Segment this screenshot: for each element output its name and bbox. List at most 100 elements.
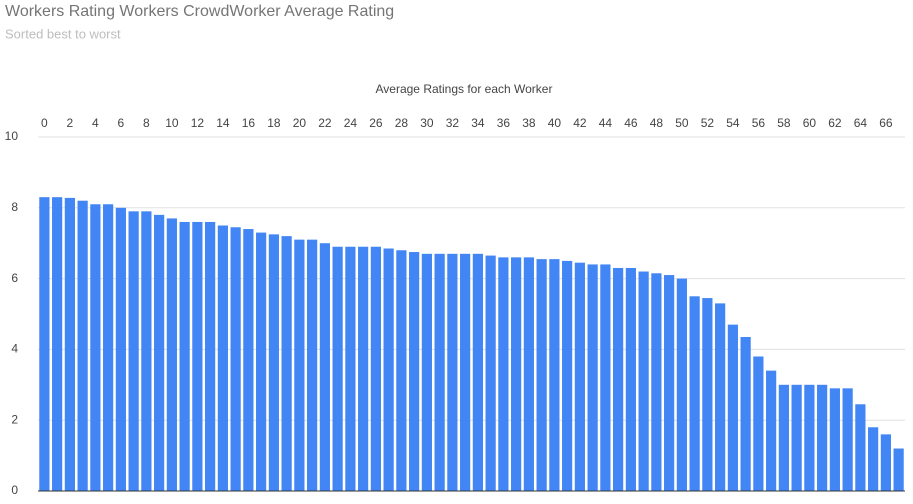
bar	[523, 257, 534, 491]
x-tick-label: 52	[701, 116, 715, 130]
bar	[791, 384, 802, 491]
x-tick-label: 40	[548, 116, 562, 130]
bar	[332, 246, 343, 491]
bar	[319, 243, 330, 491]
bar	[625, 267, 636, 491]
x-tick-label: 38	[522, 116, 536, 130]
x-tick-label: 30	[420, 116, 434, 130]
bar	[179, 221, 190, 491]
bar	[893, 448, 904, 491]
bar	[447, 253, 458, 491]
bar	[727, 324, 738, 491]
x-tick-label: 54	[726, 116, 740, 130]
x-tick-label: 60	[803, 116, 817, 130]
x-tick-label: 16	[242, 116, 256, 130]
chart-title: Workers Rating Workers CrowdWorker Avera…	[5, 3, 394, 20]
bar	[574, 262, 585, 491]
bar	[154, 214, 165, 491]
bar	[676, 278, 687, 491]
bar	[689, 296, 700, 491]
bar	[829, 388, 840, 491]
bar	[715, 303, 726, 491]
x-tick-label: 44	[599, 116, 613, 130]
bar	[115, 207, 126, 492]
bar	[498, 257, 509, 491]
bar	[256, 232, 267, 491]
bar	[345, 246, 356, 491]
x-tick-label: 42	[573, 116, 587, 130]
bar	[383, 248, 394, 491]
bar	[600, 264, 611, 491]
x-tick-label: 4	[92, 116, 99, 130]
x-tick-label: 18	[267, 116, 281, 130]
bar	[128, 211, 139, 491]
bar	[192, 221, 203, 491]
x-tick-label: 48	[650, 116, 664, 130]
bar	[217, 225, 228, 491]
y-tick-label: 2	[11, 412, 18, 426]
bar	[842, 388, 853, 491]
x-tick-label: 26	[369, 116, 383, 130]
bar	[740, 337, 751, 491]
x-tick-label: 12	[191, 116, 205, 130]
x-tick-label: 8	[143, 116, 150, 130]
x-tick-label: 14	[216, 116, 230, 130]
bar	[141, 211, 152, 491]
bar	[651, 273, 662, 491]
bar	[39, 197, 50, 491]
bar	[64, 197, 75, 491]
bar	[753, 356, 764, 491]
bar	[307, 239, 318, 491]
bar	[587, 264, 598, 491]
bar	[778, 384, 789, 491]
bar	[166, 218, 177, 492]
x-tick-label: 34	[471, 116, 485, 130]
bar	[664, 275, 675, 491]
bar	[536, 259, 547, 491]
x-tick-label: 20	[293, 116, 307, 130]
bar	[409, 252, 420, 491]
bar	[880, 434, 891, 491]
bar	[549, 259, 560, 491]
x-tick-label: 46	[624, 116, 638, 130]
bar	[434, 253, 445, 491]
bar	[511, 257, 522, 491]
bar	[485, 255, 496, 491]
bar	[472, 253, 483, 491]
x-tick-label: 6	[118, 116, 125, 130]
y-tick-label: 4	[11, 342, 18, 356]
bar	[421, 253, 432, 491]
x-tick-label: 66	[879, 116, 893, 130]
bar	[562, 260, 573, 491]
x-tick-label: 58	[777, 116, 791, 130]
bar	[868, 427, 879, 491]
x-tick-label: 36	[497, 116, 511, 130]
x-tick-label: 2	[67, 116, 74, 130]
bar	[77, 200, 88, 491]
bar	[804, 384, 815, 491]
x-tick-label: 56	[752, 116, 766, 130]
x-tick-label: 10	[165, 116, 179, 130]
bar	[243, 229, 254, 492]
y-tick-label: 6	[11, 271, 18, 285]
x-tick-label: 62	[828, 116, 842, 130]
x-tick-label: 50	[675, 116, 689, 130]
bar	[230, 227, 241, 491]
x-tick-label: 24	[344, 116, 358, 130]
chart-subtitle: Sorted best to worst	[5, 26, 121, 41]
x-tick-label: 64	[854, 116, 868, 130]
x-tick-label: 28	[395, 116, 409, 130]
bar	[817, 384, 828, 491]
bar	[396, 250, 407, 491]
bar	[370, 246, 381, 491]
y-tick-label: 0	[11, 483, 18, 497]
bar	[294, 239, 305, 491]
bar	[702, 298, 713, 491]
bar	[855, 404, 866, 491]
bar	[766, 370, 777, 491]
axis-title: Average Ratings for each Worker	[376, 82, 553, 96]
bar	[52, 197, 63, 491]
bar	[638, 271, 649, 491]
bar	[460, 253, 471, 491]
